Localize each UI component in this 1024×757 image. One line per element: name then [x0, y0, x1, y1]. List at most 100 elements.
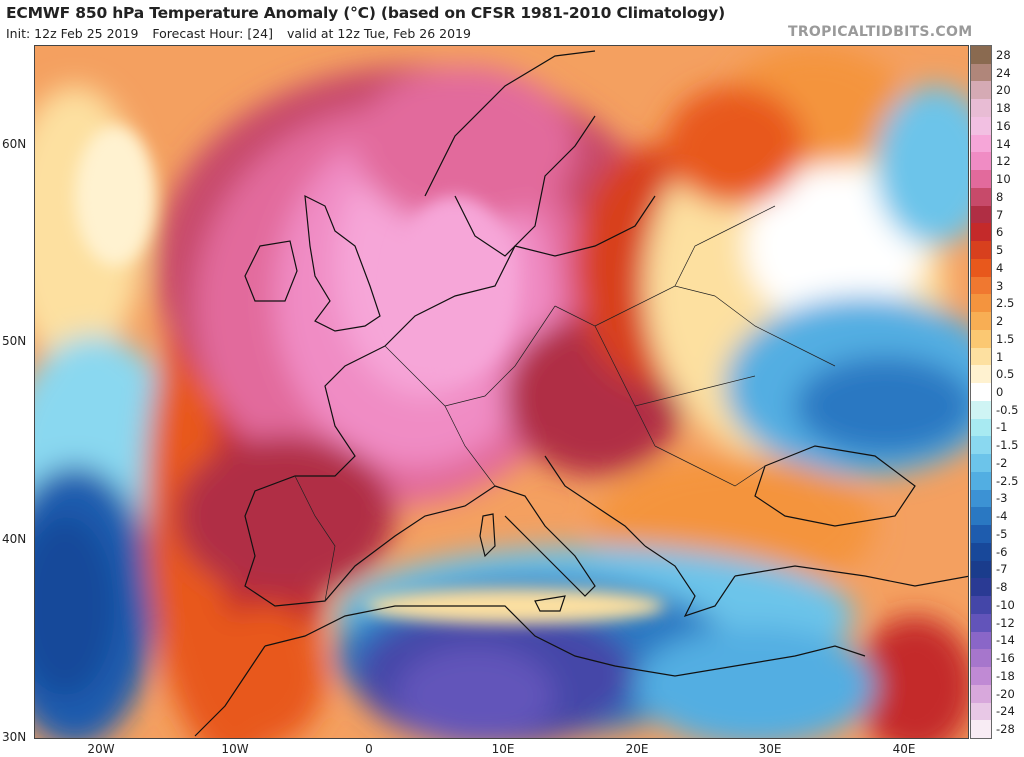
colorbar-label: 20: [996, 83, 1011, 98]
colorbar-label: -14: [996, 633, 1015, 648]
lon-label: 30E: [758, 742, 782, 756]
colorbar-label: 24: [996, 65, 1011, 80]
colorbar-label: -18: [996, 668, 1015, 683]
anomaly-field: [35, 46, 968, 738]
map-subtitle: Init: 12z Feb 25 2019 Forecast Hour: [24…: [6, 26, 481, 41]
colorbar-label: -20: [996, 686, 1015, 701]
colorbar-segment: [971, 542, 991, 561]
lat-label: 60N: [2, 137, 27, 151]
colorbar-segment: [971, 649, 991, 668]
colorbar-label: -12: [996, 615, 1015, 630]
brand-watermark[interactable]: TROPICALTIDBITS.COM: [788, 24, 973, 40]
colorbar-label: 2.5: [996, 296, 1015, 311]
colorbar-label: 12: [996, 154, 1011, 169]
coastlines: [194, 50, 968, 737]
forecast-hour: Forecast Hour: [24]: [152, 26, 273, 41]
colorbar-segment: [971, 720, 991, 739]
colorbar-label: -16: [996, 651, 1015, 666]
map-canvas: [35, 46, 968, 738]
colorbar-segment: [971, 507, 991, 526]
colorbar-segment: [971, 489, 991, 508]
colorbar-segment: [971, 170, 991, 189]
colorbar-label: 8: [996, 189, 1004, 204]
colorbar-segment: [971, 454, 991, 473]
lat-label: 40N: [2, 532, 27, 546]
colorbar-label: -2.5: [996, 473, 1019, 488]
colorbar-segment: [971, 560, 991, 579]
valid-time: valid at 12z Tue, Feb 26 2019: [286, 26, 471, 41]
lon-label: 0: [365, 742, 373, 756]
colorbar-segment: [971, 596, 991, 615]
colorbar-label: 16: [996, 118, 1011, 133]
colorbar-segment: [971, 81, 991, 100]
colorbar-segment: [971, 418, 991, 437]
colorbar-label: -24: [996, 704, 1015, 719]
colorbar-segment: [971, 46, 991, 64]
colorbar-segment: [971, 613, 991, 632]
colorbar-label: -5: [996, 526, 1008, 541]
colorbar-segment: [971, 99, 991, 118]
colorbar-label: 18: [996, 101, 1011, 116]
colorbar-segment: [971, 187, 991, 206]
colorbar-label: -7: [996, 562, 1008, 577]
colorbar-segment: [971, 329, 991, 348]
temperature-anomaly-map: [34, 45, 969, 739]
colorbar-label: 3: [996, 278, 1004, 293]
colorbar-segment: [971, 471, 991, 490]
colorbar-label: -10: [996, 597, 1015, 612]
lat-label: 50N: [2, 334, 27, 348]
colorbar-segment: [971, 312, 991, 331]
country-borders: [294, 205, 836, 602]
lon-label: 20W: [87, 742, 115, 756]
colorbar-label: 1.5: [996, 331, 1015, 346]
colorbar-segment: [971, 436, 991, 455]
colorbar-segment: [971, 365, 991, 384]
colorbar-label: -2: [996, 455, 1008, 470]
init-time: Init: 12z Feb 25 2019: [6, 26, 139, 41]
map-title: ECMWF 850 hPa Temperature Anomaly (°C) (…: [6, 4, 725, 22]
colorbar-label: -6: [996, 544, 1008, 559]
colorbar-label: -3: [996, 491, 1008, 506]
colorbar-label: -28: [996, 722, 1015, 737]
colorbar-segment: [971, 276, 991, 295]
colorbar-segment: [971, 525, 991, 544]
colorbar-label: 6: [996, 225, 1004, 240]
colorbar-segment: [971, 383, 991, 402]
colorbar-segment: [971, 702, 991, 721]
colorbar-label: 0: [996, 385, 1004, 399]
colorbar-label: 5: [996, 243, 1004, 258]
lon-label: 20E: [625, 742, 649, 756]
colorbar-segment: [971, 684, 991, 703]
colorbar-segment: [971, 400, 991, 419]
colorbar-label: 4: [996, 260, 1004, 275]
lon-label: 10E: [491, 742, 515, 756]
colorbar-segment: [971, 258, 991, 277]
colorbar-label: -1: [996, 420, 1008, 435]
colorbar-label: 0.5: [996, 367, 1015, 382]
colorbar-segment: [971, 241, 991, 260]
colorbar-label: 14: [996, 136, 1011, 151]
lon-label: 10W: [221, 742, 249, 756]
colorbar-segment: [971, 152, 991, 171]
colorbar-segment: [971, 578, 991, 597]
colorbar-label: -1.5: [996, 438, 1019, 453]
colorbar-segment: [971, 63, 991, 82]
colorbar-segment: [971, 631, 991, 650]
colorbar-segment: [971, 294, 991, 313]
lat-label: 30N: [2, 730, 27, 744]
colorbar-segment: [971, 223, 991, 242]
colorbar-label: -0.5: [996, 402, 1019, 417]
lon-label: 40E: [892, 742, 916, 756]
colorbar-label: 1: [996, 349, 1004, 364]
colorbar-label: 7: [996, 207, 1004, 222]
colorbar-segment: [971, 134, 991, 153]
colorbar-segment: [971, 667, 991, 686]
colorbar-label: -8: [996, 580, 1008, 595]
colorbar-label: 28: [996, 47, 1011, 62]
anomaly-detail: [75, 126, 665, 624]
colorbar: [970, 45, 992, 739]
colorbar-label: 10: [996, 172, 1011, 187]
colorbar-segment: [971, 205, 991, 224]
colorbar-segment: [971, 116, 991, 135]
colorbar-label: -4: [996, 509, 1008, 524]
